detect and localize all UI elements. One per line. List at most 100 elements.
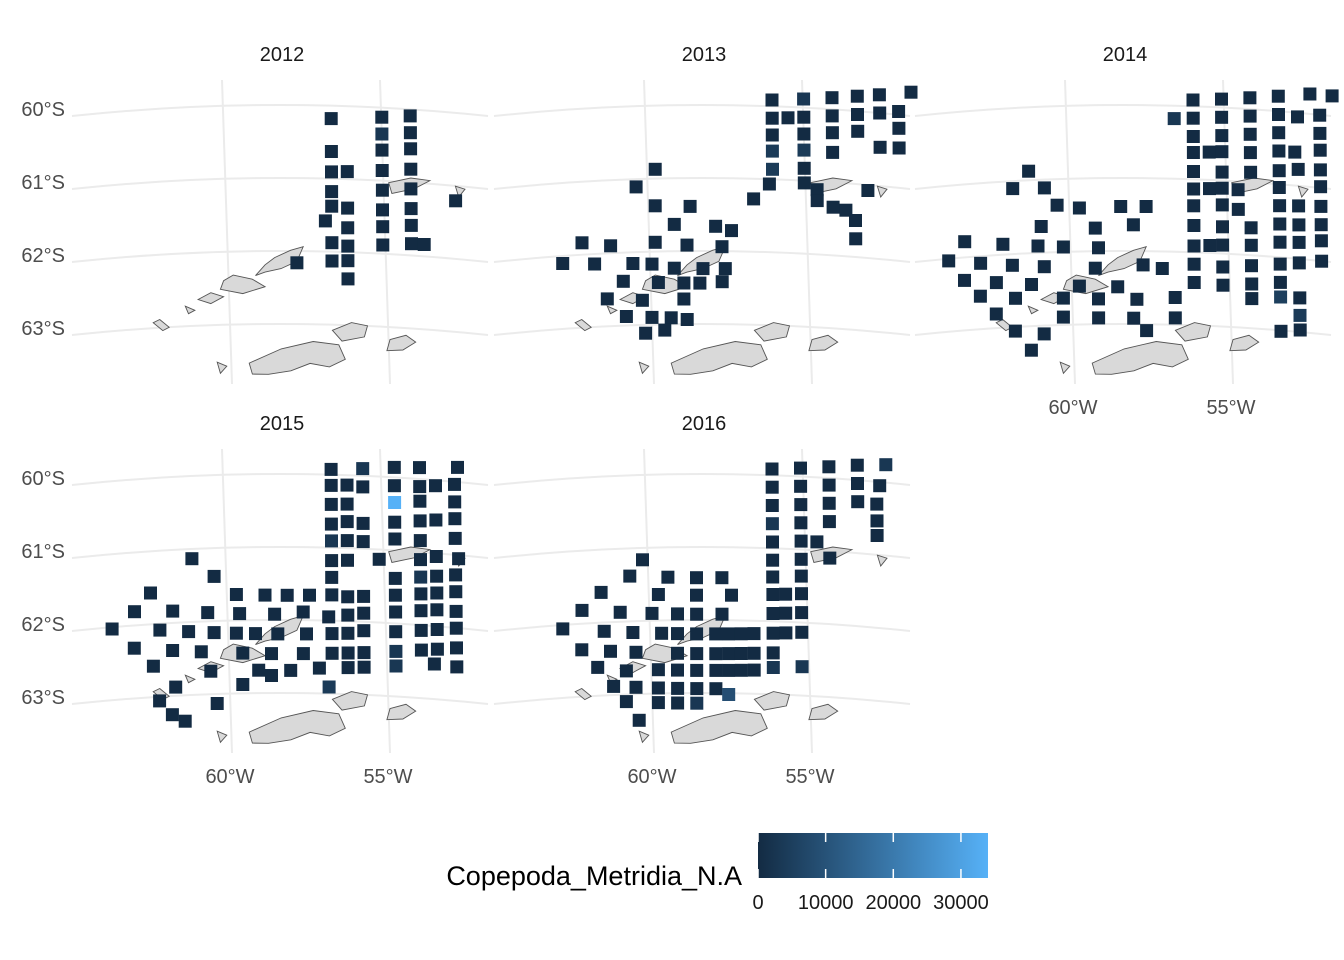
station-tile — [450, 641, 463, 655]
station-tile — [1187, 199, 1201, 213]
latitude-gridline — [71, 692, 489, 705]
station-tile — [265, 669, 278, 682]
station-tile — [448, 531, 462, 545]
station-tile — [823, 551, 837, 565]
station-tile — [648, 162, 662, 176]
station-tile — [414, 587, 428, 601]
latitude-gridline — [71, 104, 489, 117]
station-tile — [325, 554, 339, 568]
station-tile — [375, 110, 389, 124]
longitude-gridline — [379, 448, 391, 754]
station-tile — [671, 696, 685, 710]
station-tile — [324, 145, 338, 158]
station-tile — [1273, 235, 1287, 249]
station-tile — [207, 626, 221, 640]
station-tile — [715, 275, 729, 289]
station-tile — [1274, 324, 1288, 338]
station-tile — [797, 161, 811, 175]
station-tile — [1072, 201, 1086, 215]
station-tile — [1037, 181, 1051, 195]
station-tile — [449, 604, 463, 618]
station-tile — [312, 661, 326, 675]
station-tile — [1215, 165, 1229, 179]
station-tile — [201, 606, 215, 620]
land-polygon — [1027, 305, 1039, 315]
station-tile — [1314, 234, 1328, 248]
station-tile — [185, 552, 199, 566]
station-tile — [375, 164, 389, 177]
station-tile — [341, 272, 355, 286]
land-polygon — [753, 691, 791, 711]
station-tile — [1325, 89, 1339, 103]
station-tile — [709, 663, 723, 677]
station-tile — [1293, 323, 1307, 337]
station-tile — [942, 254, 956, 268]
station-tile — [357, 624, 371, 638]
station-tile — [575, 643, 589, 657]
station-tile — [645, 257, 659, 271]
station-tile — [765, 128, 779, 142]
lon-tick-label: 55°W — [785, 766, 834, 788]
station-tile — [718, 262, 732, 276]
station-tile — [747, 192, 761, 206]
station-tile — [448, 477, 461, 491]
station-tile — [357, 660, 371, 674]
station-tile — [325, 646, 339, 660]
station-tile — [822, 515, 836, 529]
lon-tick-label: 60°W — [627, 766, 676, 788]
station-tile — [268, 607, 282, 621]
latitude-gridline — [914, 104, 1332, 117]
lat-tick-label: 60°S — [21, 468, 65, 490]
land-polygon — [196, 292, 225, 305]
station-tile — [388, 571, 402, 585]
station-tile — [1050, 198, 1064, 212]
station-tile — [265, 647, 278, 661]
station-tile — [873, 479, 887, 493]
station-tile — [810, 535, 824, 549]
station-tile — [715, 571, 729, 585]
station-tile — [648, 235, 662, 249]
station-tile — [690, 588, 703, 602]
station-tile — [414, 553, 427, 567]
station-tile — [826, 145, 840, 159]
station-tile — [1025, 278, 1038, 291]
station-tile — [404, 162, 418, 176]
station-tile — [236, 678, 250, 691]
station-tile — [861, 184, 875, 197]
station-tile — [989, 276, 1003, 290]
lat-tick-label: 62°S — [21, 614, 65, 636]
station-tile — [588, 257, 602, 271]
station-tile — [322, 610, 336, 624]
land-polygon — [670, 710, 768, 744]
land-polygon — [331, 691, 369, 711]
station-tile — [449, 194, 463, 208]
station-tile — [1291, 110, 1304, 124]
station-tile — [341, 221, 355, 235]
station-tile — [556, 622, 570, 636]
station-tile — [324, 462, 338, 476]
station-tile — [236, 646, 250, 660]
station-tile — [613, 605, 627, 619]
station-tile — [300, 627, 313, 641]
station-tile — [376, 238, 390, 252]
station-tile — [822, 460, 836, 474]
station-tile — [677, 292, 691, 306]
station-tile — [389, 644, 403, 658]
station-tile — [1273, 217, 1287, 231]
station-tile — [604, 239, 618, 253]
station-tile — [357, 589, 371, 603]
station-tile — [1272, 144, 1286, 158]
station-tile — [429, 479, 442, 493]
station-tile — [284, 663, 298, 677]
station-tile — [340, 515, 354, 529]
lon-tick-label: 60°W — [1048, 397, 1097, 419]
station-tile — [204, 664, 218, 678]
station-tile — [1272, 181, 1286, 194]
station-tile — [356, 535, 370, 549]
station-tile — [664, 311, 678, 325]
station-tile — [623, 569, 637, 583]
station-tile — [1315, 254, 1329, 268]
panel-2013: 2013 — [493, 44, 918, 385]
land-polygon — [808, 334, 839, 352]
station-tile — [810, 183, 824, 197]
